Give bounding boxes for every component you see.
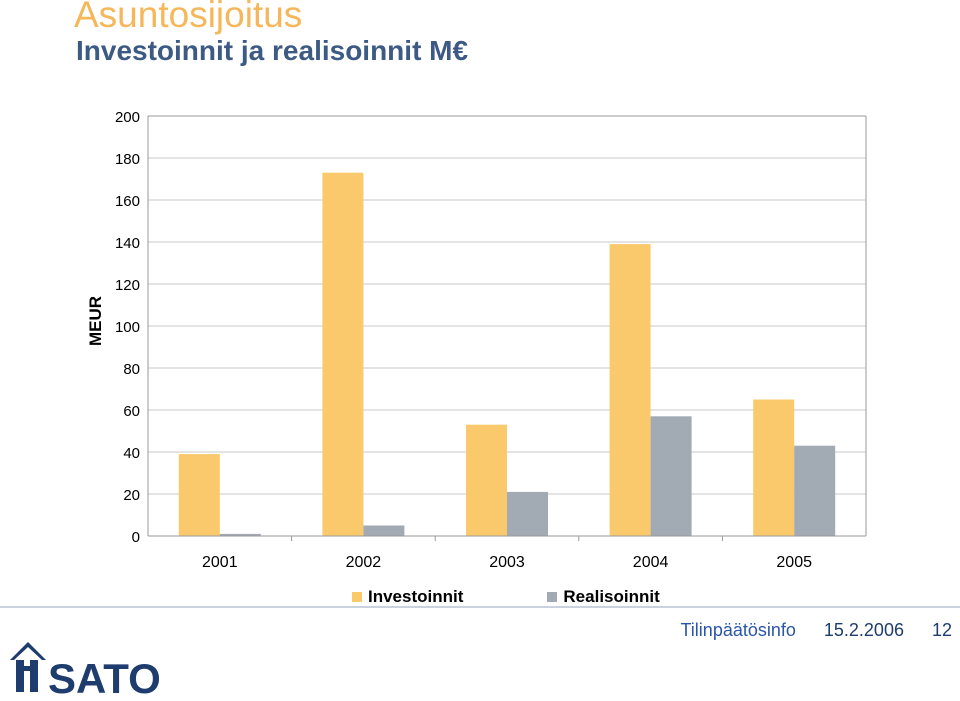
footer-divider	[0, 606, 960, 608]
bar-investoinnit-2002	[322, 172, 364, 536]
slide-title: Asuntosijoitus	[74, 0, 303, 35]
bar-chart: 0 20 40 60 80 100 120 140 160 180 200 2001 2002 2003 2…	[86, 109, 867, 571]
y-tick-label: 40	[123, 445, 140, 462]
bar-investoinnit-2005	[753, 399, 795, 536]
bar-investoinnit-2003	[466, 424, 507, 536]
logo-wall-right-icon	[30, 660, 38, 692]
x-tick-label: 2001	[202, 554, 238, 571]
x-tick-label: 2002	[346, 554, 382, 571]
bar-investoinnit-2001	[178, 454, 220, 536]
y-tick-label: 120	[115, 277, 140, 294]
chart-legend: Investoinnit Realisoinnit	[352, 587, 660, 607]
sato-logo: SATO	[10, 642, 161, 696]
bar-investoinnit-2004	[609, 244, 651, 536]
logo-wordmark: SATO	[48, 655, 161, 696]
footer-page-number: 12	[931, 620, 952, 640]
y-tick-label: 0	[132, 529, 140, 546]
y-tick-label: 100	[115, 319, 140, 336]
footer-title: Tilinpäätösinfo	[680, 620, 796, 640]
y-axis-label: MEUR	[86, 296, 105, 346]
footer-date: 15.2.2006	[823, 620, 904, 640]
bar-realisoinnit-2005	[794, 445, 836, 536]
x-tick-label: 2005	[776, 554, 812, 571]
legend-swatch-investoinnit	[352, 592, 362, 602]
legend-swatch-realisoinnit	[547, 592, 558, 602]
bar-realisoinnit-2004	[650, 416, 692, 536]
y-tick-label: 60	[123, 403, 140, 420]
y-tick-label: 80	[123, 361, 140, 378]
y-tick-label: 140	[115, 235, 140, 252]
slide-subtitle: Investoinnit ja realisoinnit M€	[76, 35, 469, 66]
logo-roof-icon	[10, 642, 46, 660]
y-tick-label: 20	[123, 487, 140, 504]
legend-item-investoinnit: Investoinnit	[352, 587, 463, 607]
y-tick-label: 200	[115, 109, 140, 126]
legend-label-investoinnit: Investoinnit	[368, 587, 464, 606]
bar-realisoinnit-2003	[507, 491, 548, 536]
legend-item-realisoinnit: Realisoinnit	[547, 587, 660, 607]
bar-realisoinnit-2001	[219, 533, 261, 536]
y-tick-label: 180	[115, 151, 140, 168]
legend-label-realisoinnit: Realisoinnit	[563, 587, 660, 606]
bar-realisoinnit-2002	[363, 525, 405, 536]
x-tick-label: 2004	[633, 554, 669, 571]
footer: Tilinpäätösinfo 15.2.2006 12	[680, 620, 952, 641]
y-tick-label: 160	[115, 193, 140, 210]
logo-wall-left-icon	[16, 660, 24, 692]
x-tick-label: 2003	[489, 554, 525, 571]
